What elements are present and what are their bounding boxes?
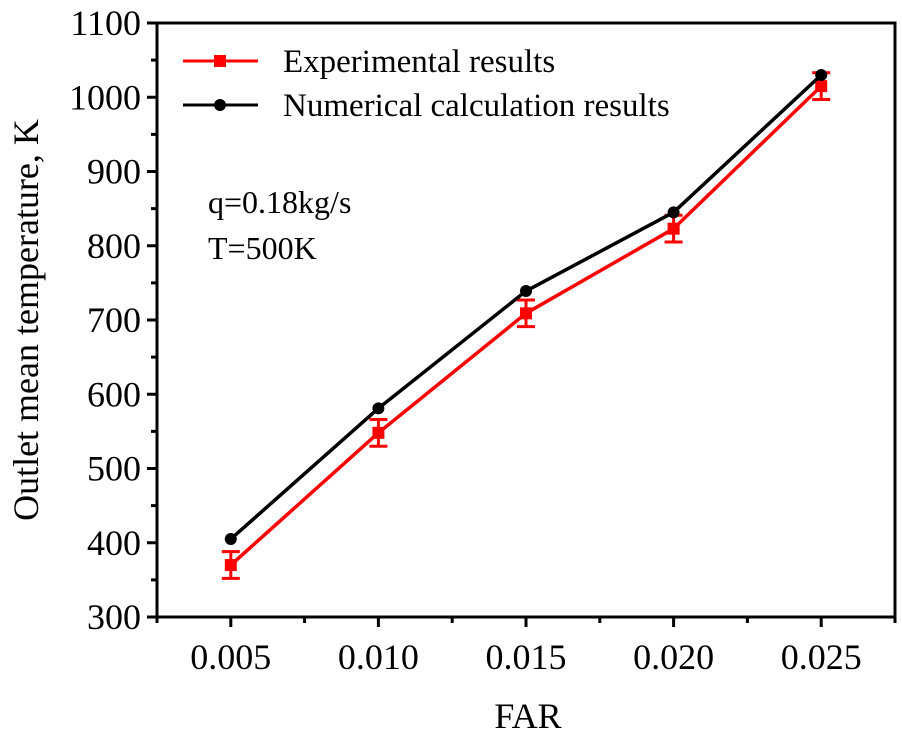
data-point-numerical: [815, 68, 828, 81]
x-tick-label: 0.005: [190, 637, 271, 677]
y-tick-label: 400: [87, 523, 141, 563]
y-tick-label: 1000: [69, 77, 141, 117]
data-point-experimental: [520, 307, 532, 320]
y-tick-label: 300: [87, 597, 141, 637]
series-layer: [221, 68, 831, 580]
legend-label-experimental: Experimental results: [283, 44, 555, 80]
x-tick-label: 0.010: [338, 637, 419, 677]
y-tick-label: 800: [87, 226, 141, 266]
y-tick-label: 900: [87, 152, 141, 192]
data-point-numerical: [224, 533, 237, 546]
data-point-experimental: [372, 426, 385, 439]
x-tick-label: 0.020: [633, 637, 714, 677]
x-axis-title: FAR: [494, 696, 561, 736]
x-tick-label: 0.015: [486, 637, 567, 677]
data-point-numerical: [667, 206, 680, 219]
data-point-experimental: [224, 559, 237, 572]
y-tick-label: 500: [87, 449, 141, 489]
data-point-numerical: [372, 402, 385, 415]
legend-label-numerical: Numerical calculation results: [283, 88, 670, 124]
x-tick-label: 0.025: [781, 637, 862, 677]
axes: 300 400 500 600 700 800 900 1000 1100 0.005 0.010 0…: [69, 3, 897, 677]
annotation-temperature: T=500K: [208, 230, 317, 266]
legend: Experimental results Numerical calculati…: [183, 44, 670, 124]
data-point-experimental: [667, 222, 680, 235]
legend-marker-numerical: [214, 99, 226, 111]
y-axis-title: Outlet mean temperature, K: [6, 119, 46, 521]
y-tick-label: 600: [87, 374, 141, 414]
y-tick-label: 1100: [70, 3, 141, 43]
y-tick-label: 700: [87, 300, 141, 340]
annotation-flow-rate: q=0.18kg/s: [208, 184, 351, 220]
legend-marker-experimental: [214, 55, 226, 67]
data-point-experimental: [815, 80, 828, 93]
data-point-numerical: [520, 285, 532, 298]
